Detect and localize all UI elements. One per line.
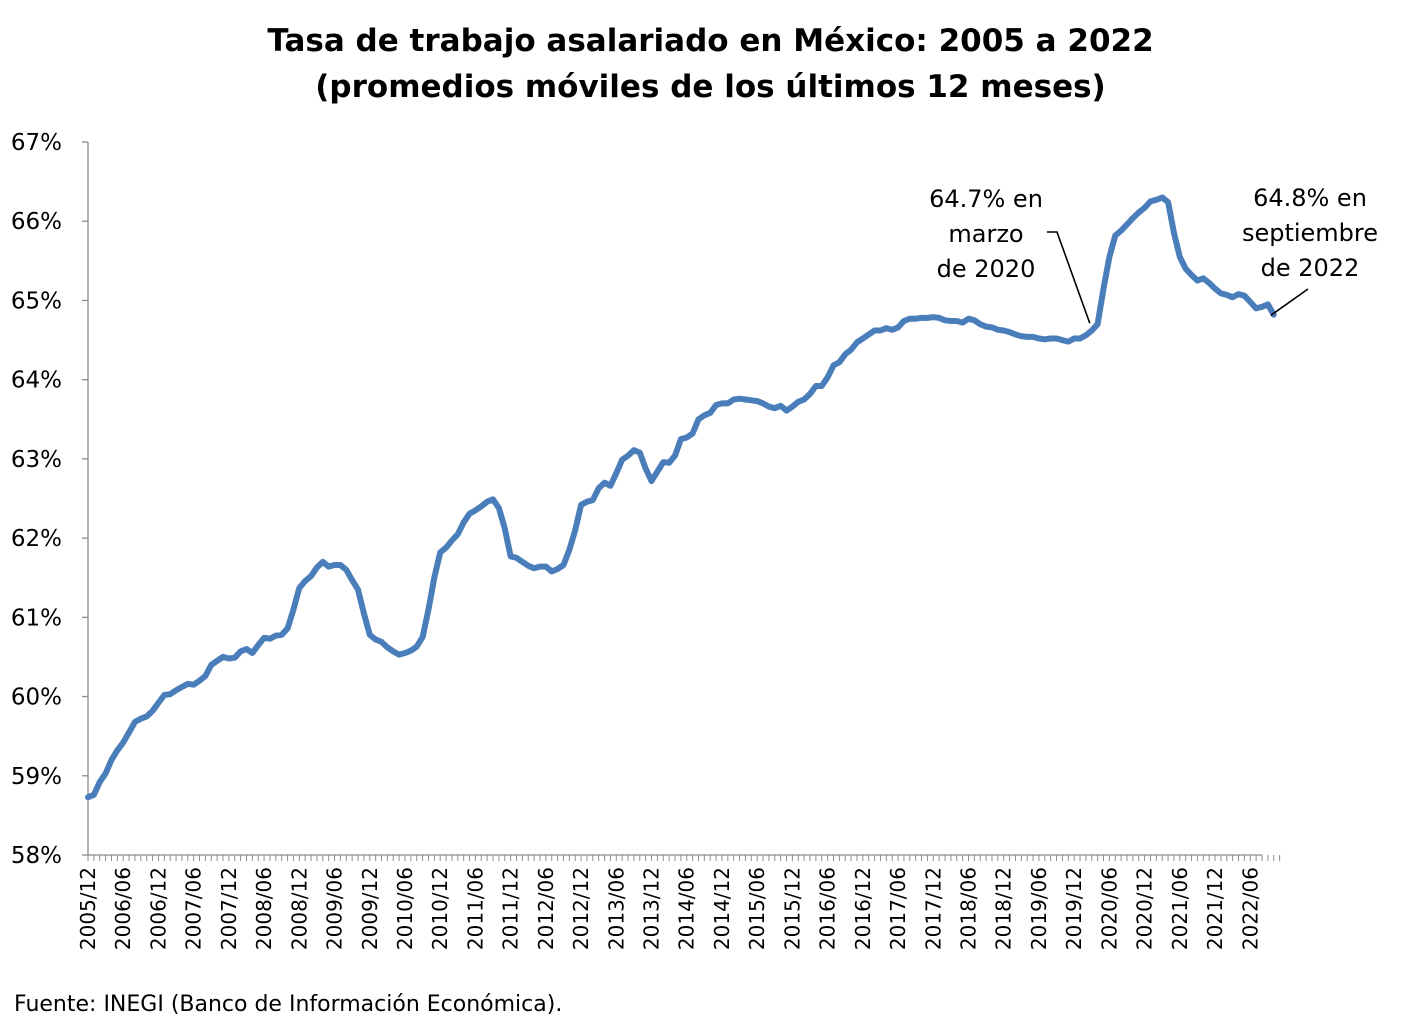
x-tick-label: 2015/12 bbox=[780, 867, 804, 950]
x-tick-label: 2010/12 bbox=[428, 867, 452, 950]
x-tick-label: 2012/12 bbox=[569, 867, 593, 950]
x-tick-label: 2008/06 bbox=[252, 867, 276, 950]
x-tick-label: 2019/06 bbox=[1027, 867, 1051, 950]
y-tick-label: 64% bbox=[11, 368, 62, 394]
x-tick-label: 2011/12 bbox=[499, 867, 523, 950]
x-tick-label: 2009/06 bbox=[323, 867, 347, 950]
source-note: Fuente: INEGI (Banco de Información Econ… bbox=[14, 992, 563, 1017]
x-tick-label: 2009/12 bbox=[358, 867, 382, 950]
chart-subtitle: (promedios móviles de los últimos 12 mes… bbox=[315, 69, 1106, 105]
annotation-line: 64.8% en bbox=[1253, 184, 1367, 212]
annotation-leaders bbox=[1047, 231, 1309, 324]
annotation-september-2022: 64.8% en septiembre de 2022 bbox=[1238, 181, 1382, 286]
leader-line-september-2022 bbox=[1270, 288, 1309, 316]
x-tick-label: 2016/12 bbox=[851, 867, 875, 950]
x-tick-label: 2005/12 bbox=[76, 867, 100, 950]
x-tick-label: 2017/12 bbox=[921, 867, 945, 950]
y-tick-label: 67% bbox=[11, 130, 62, 156]
y-tick-label: 66% bbox=[11, 209, 62, 235]
x-tick-label: 2008/12 bbox=[287, 867, 311, 950]
x-tick-label: 2011/06 bbox=[463, 867, 487, 950]
x-tick-label: 2006/06 bbox=[111, 867, 135, 950]
annotation-line: 64.7% en bbox=[929, 185, 1043, 213]
annotation-march-2020: 64.7% en marzo de 2020 bbox=[920, 182, 1052, 287]
annotation-line: de 2020 bbox=[936, 255, 1036, 283]
annotation-line: marzo bbox=[948, 220, 1024, 248]
x-tick-label: 2019/12 bbox=[1062, 867, 1086, 950]
y-axis: 58% 59% 60% 61% 62% 63% 64% 65% 66% 67% bbox=[11, 130, 89, 869]
x-tick-label: 2017/06 bbox=[886, 867, 910, 950]
x-tick-label: 2012/06 bbox=[534, 867, 558, 950]
x-tick-label: 2013/12 bbox=[640, 867, 664, 950]
y-tick-label: 60% bbox=[11, 685, 62, 711]
x-tick-label: 2020/12 bbox=[1133, 867, 1157, 950]
y-tick-label: 63% bbox=[11, 447, 62, 473]
annotation-line: septiembre bbox=[1241, 219, 1379, 247]
x-axis: 2005/12 2006/06 2006/12 2007/06 2007/12 2008/… bbox=[76, 854, 1281, 950]
y-tick-label: 62% bbox=[11, 526, 62, 552]
x-tick-label: 2014/06 bbox=[675, 867, 699, 950]
x-tick-label: 2006/12 bbox=[146, 867, 170, 950]
annotation-line: de 2022 bbox=[1260, 254, 1360, 282]
x-tick-label: 2021/12 bbox=[1203, 867, 1227, 950]
chart-title-block: Tasa de trabajo asalariado en México: 20… bbox=[0, 18, 1421, 110]
x-tick-label: 2007/12 bbox=[217, 867, 241, 950]
y-tick-label: 65% bbox=[11, 288, 62, 314]
x-tick-label: 2015/06 bbox=[745, 867, 769, 950]
leader-line-march-2020 bbox=[1047, 231, 1091, 324]
x-tick-label: 2021/06 bbox=[1168, 867, 1192, 950]
x-tick-label: 2010/06 bbox=[393, 867, 417, 950]
y-tick-label: 58% bbox=[11, 843, 62, 869]
x-tick-label: 2020/06 bbox=[1097, 867, 1121, 950]
series-layer bbox=[85, 194, 1277, 801]
y-tick-label: 61% bbox=[11, 605, 62, 631]
x-tick-label: 2022/06 bbox=[1238, 867, 1262, 950]
x-tick-label: 2018/06 bbox=[957, 867, 981, 950]
x-tick-label: 2018/12 bbox=[992, 867, 1016, 950]
x-tick-label: 2014/12 bbox=[710, 867, 734, 950]
x-tick-label: 2007/06 bbox=[182, 867, 206, 950]
y-tick-label: 59% bbox=[11, 764, 62, 790]
series-line bbox=[85, 194, 1277, 801]
x-tick-label: 2013/06 bbox=[604, 867, 628, 950]
x-tick-label: 2016/06 bbox=[816, 867, 840, 950]
chart-title: Tasa de trabajo asalariado en México: 20… bbox=[267, 23, 1154, 59]
